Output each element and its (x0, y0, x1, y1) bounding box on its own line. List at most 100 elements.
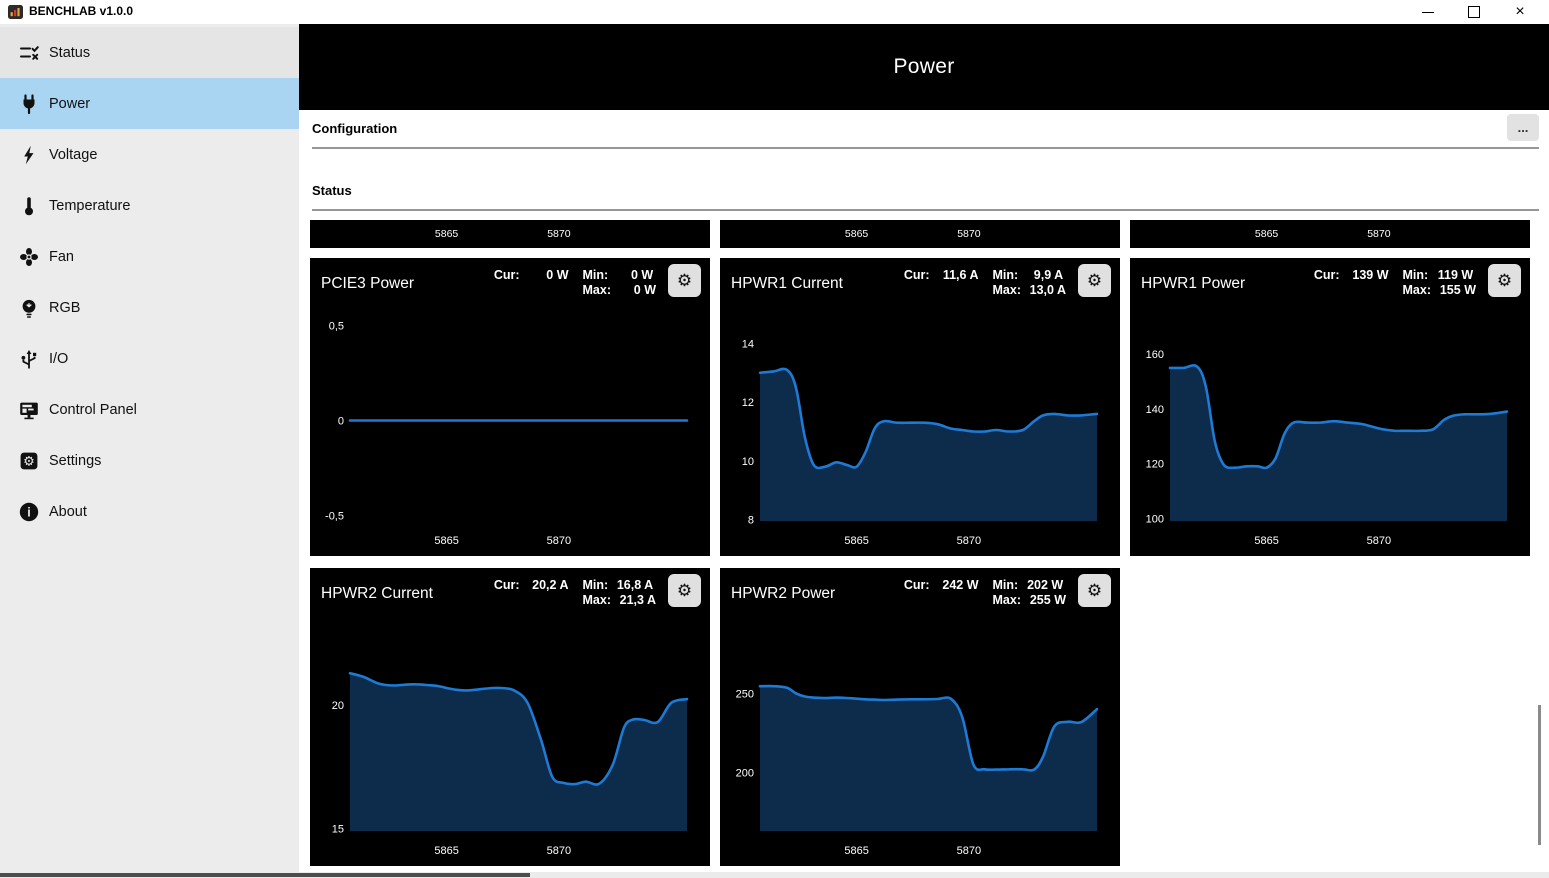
chart-panel-hpwr1-current: HPWR1 Current Cur: 11,6 A Min: 9,9 A Max: 13,0… (720, 258, 1120, 556)
chart-settings-button[interactable]: ⚙ (668, 264, 701, 297)
y-axis-tick-label: 14 (742, 339, 754, 351)
chart-panel-pcie3-power: PCIE3 Power Cur: 0 W Min: 0 W Max: 0 W ⚙ 0,5 0 -0,… (310, 258, 710, 556)
configuration-menu-button[interactable]: ... (1507, 114, 1539, 141)
window-title: BENCHLAB v1.0.0 (29, 4, 134, 18)
min-value: 119 W (1437, 268, 1474, 282)
gear-icon: ⚙ (676, 271, 693, 290)
chart-settings-button[interactable]: ⚙ (1078, 264, 1111, 297)
x-axis-tick-label: 5870 (547, 845, 571, 857)
y-axis-tick-label: 12 (742, 397, 754, 409)
chart-title: HPWR2 Power (731, 585, 836, 602)
sidebar-item-label: Control Panel (49, 401, 137, 418)
max-label: Max: (582, 593, 611, 607)
sidebar-item-label: Temperature (49, 197, 131, 214)
min-label: Min: (1402, 268, 1429, 282)
sidebar-item-fan[interactable]: Fan (0, 231, 299, 282)
chart-settings-button[interactable]: ⚙ (1488, 264, 1521, 297)
chart-stats: Cur: 0 W Min: 0 W Max: 0 W (494, 268, 656, 298)
y-axis-tick-label: 160 (1146, 349, 1164, 361)
max-value: 0 W (633, 283, 656, 297)
sidebar-item-label: RGB (49, 299, 81, 316)
fan-icon (18, 246, 40, 268)
minimize-button[interactable] (1405, 0, 1451, 24)
sidebar-item-about[interactable]: i About (0, 486, 299, 537)
horizontal-scrollbar-thumb[interactable] (0, 873, 530, 877)
y-axis-tick-label: 20 (332, 700, 344, 712)
chart-title: HPWR2 Current (321, 585, 433, 602)
max-value: 21,3 A (619, 593, 656, 607)
chart-hpwr1-power: 160 140 120 100 5865 5870 (1146, 349, 1509, 547)
sidebar-item-power[interactable]: Power (0, 78, 299, 129)
sidebar-item-control-panel[interactable]: Control Panel (0, 384, 299, 435)
chart-title: HPWR1 Current (731, 275, 843, 292)
min-value: 16,8 A (616, 578, 654, 592)
x-axis-tick-label: 5865 (435, 228, 459, 240)
min-label: Min: (582, 268, 609, 282)
close-button[interactable]: × (1497, 0, 1543, 24)
x-axis-tick-label: 5870 (957, 535, 981, 547)
page-title: Power (893, 55, 955, 78)
x-axis-tick-label: 5870 (1367, 535, 1391, 547)
x-axis-tick-label: 5865 (434, 845, 458, 857)
y-axis-tick-label: 15 (332, 824, 344, 836)
chart-settings-button[interactable]: ⚙ (668, 574, 701, 607)
sidebar: Status Power Voltage Temperature (0, 24, 299, 872)
series-line (348, 671, 689, 786)
series-line (1168, 364, 1509, 470)
max-label: Max: (1402, 283, 1431, 297)
status-icon (18, 42, 40, 64)
chart-panel-hpwr2-current: HPWR2 Current Cur: 20,2 A Min: 16,8 A Max: 21,… (310, 568, 710, 866)
max-value: 13,0 A (1029, 283, 1066, 297)
series-area (1170, 365, 1507, 521)
chart-hpwr2-power: 250 200 5865 5870 (736, 684, 1099, 857)
sidebar-item-rgb[interactable]: RGB (0, 282, 299, 333)
sidebar-item-io[interactable]: I/O (0, 333, 299, 384)
sidebar-item-label: I/O (49, 350, 69, 367)
min-value: 0 W (630, 268, 654, 282)
x-axis-tick-label: 5870 (957, 228, 981, 240)
sidebar-item-settings[interactable]: ⚙ Settings (0, 435, 299, 486)
settings-gear-icon: ⚙ (18, 450, 40, 472)
maximize-icon (1468, 6, 1480, 18)
sidebar-item-label: Power (49, 95, 91, 112)
vertical-scrollbar-thumb[interactable] (1538, 705, 1541, 845)
y-axis-tick-label: 200 (736, 767, 754, 779)
horizontal-scrollbar-track[interactable] (0, 872, 1549, 878)
cur-value: 0 W (546, 268, 569, 282)
max-label: Max: (992, 593, 1021, 607)
chart-title: PCIE3 Power (321, 275, 415, 292)
sidebar-item-label: About (49, 503, 87, 520)
gear-icon: ⚙ (676, 581, 693, 600)
main-content: Power Configuration ... Status 5865 5870 5… (299, 24, 1549, 878)
usb-icon (18, 348, 40, 370)
sidebar-item-label: Fan (49, 248, 74, 265)
scrolled-chart-strip: 5865 5870 (1130, 220, 1530, 248)
gear-icon: ⚙ (1086, 581, 1103, 600)
app-icon (8, 5, 23, 19)
sidebar-item-label: Status (49, 44, 91, 61)
sidebar-item-temperature[interactable]: Temperature (0, 180, 299, 231)
sidebar-item-voltage[interactable]: Voltage (0, 129, 299, 180)
sidebar-item-status[interactable]: Status (0, 27, 299, 78)
chart-stats: Cur: 242 W Min: 202 W Max: 255 W (904, 578, 1066, 608)
configuration-divider (312, 147, 1539, 149)
cur-label: Cur: (1313, 268, 1340, 282)
min-label: Min: (582, 578, 609, 592)
chart-panel-hpwr2-power: HPWR2 Power Cur: 242 W Min: 202 W Max: 255 W ⚙ 2… (720, 568, 1120, 866)
maximize-button[interactable] (1451, 0, 1497, 24)
titlebar: BENCHLAB v1.0.0 × (0, 0, 1549, 24)
monitor-icon (18, 399, 40, 421)
series-line (758, 367, 1099, 470)
cur-label: Cur: (903, 578, 930, 592)
series-area (760, 686, 1097, 831)
chart-hpwr2-current: 20 15 5865 5870 (332, 671, 689, 857)
chart-title: HPWR1 Power (1141, 275, 1246, 292)
cur-value: 139 W (1352, 268, 1389, 282)
gear-icon: ⚙ (1496, 271, 1513, 290)
chart-pcie3-power: 0,5 0 -0,5 5865 5870 (325, 321, 689, 547)
cur-label: Cur: (493, 578, 520, 592)
chart-settings-button[interactable]: ⚙ (1078, 574, 1111, 607)
x-axis-tick-label: 5865 (845, 228, 869, 240)
y-axis-tick-label: 250 (736, 688, 754, 700)
page-header: Power (299, 24, 1549, 110)
